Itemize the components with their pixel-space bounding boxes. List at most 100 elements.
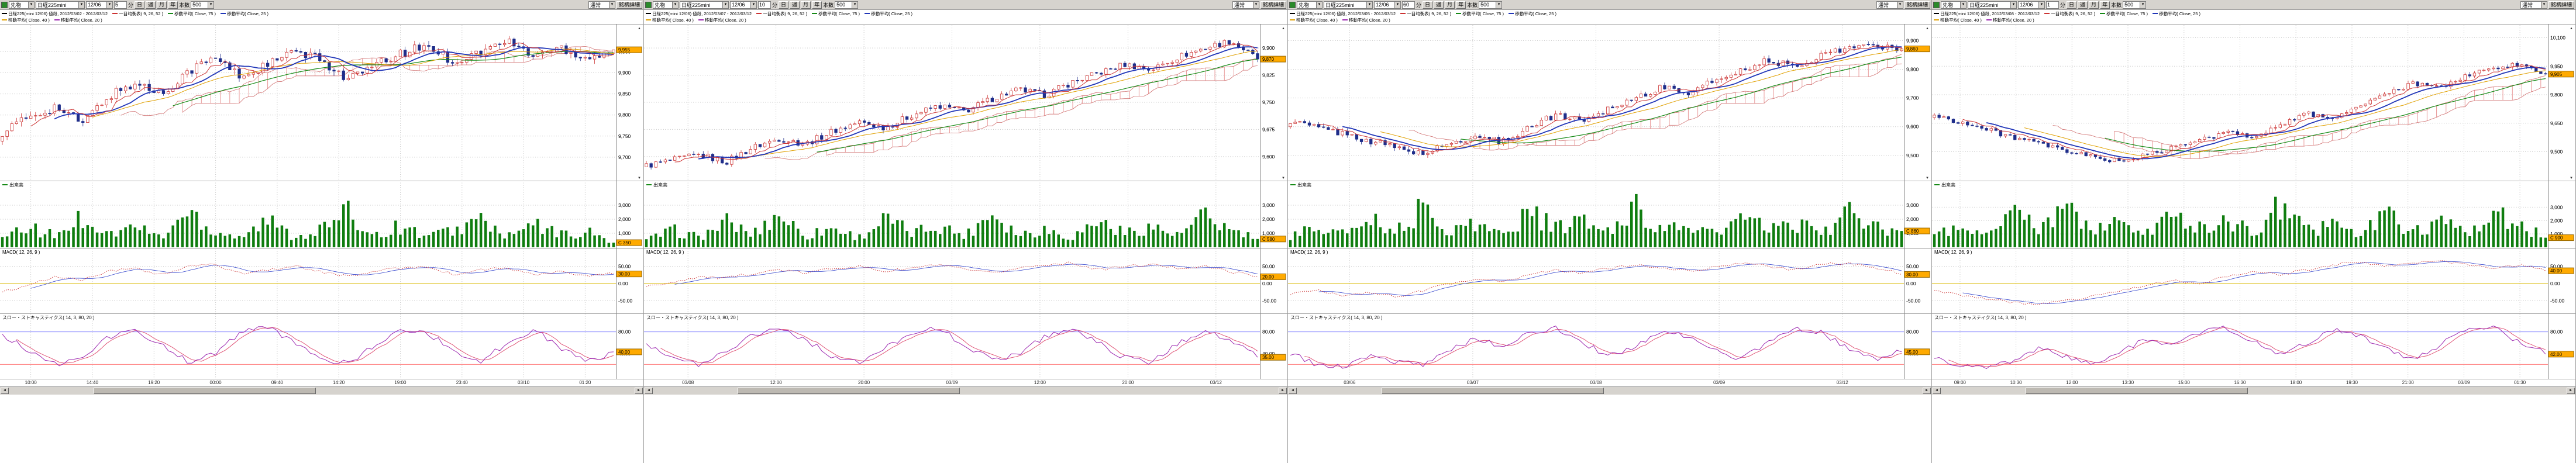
period-week-button[interactable]: 週 <box>146 1 156 9</box>
scroll-left-arrow-icon[interactable]: ◄ <box>1933 388 1941 394</box>
scroll-right-arrow-icon[interactable]: ► <box>635 388 643 394</box>
h-scrollbar[interactable]: ◄ ► <box>1288 386 1931 395</box>
period-day-button[interactable]: 日 <box>2067 1 2077 9</box>
ma25-marker-icon <box>2153 13 2158 15</box>
period-year-button[interactable]: 年 <box>168 1 178 9</box>
instrument-color-icon <box>1933 1 1940 8</box>
mode-select[interactable]: 通常 ▼ <box>1876 1 1903 9</box>
ma75-marker-icon <box>1456 13 1462 15</box>
volume-svg[interactable]: 3,000 2,000 1,000 C 350 <box>0 181 643 248</box>
period-month-button[interactable]: 月 <box>801 1 811 9</box>
time-label: 10:00 <box>25 380 37 385</box>
scrollbar-thumb[interactable] <box>1382 388 1604 394</box>
contract-month-select[interactable]: 12/06 ▼ <box>730 1 757 9</box>
interval-input[interactable] <box>1402 1 1415 9</box>
period-week-button[interactable]: 週 <box>2078 1 2088 9</box>
market-select[interactable]: 先物 ▼ <box>1941 1 1967 9</box>
macd-svg[interactable]: 50.00 0.00 -50.00 30.00 <box>0 248 643 313</box>
time-label: 13:30 <box>2122 380 2134 385</box>
price-chart-svg[interactable]: 9,900 9,800 9,700 9,600 9,500 9,860 ▲ ▼ <box>1288 24 1931 181</box>
instrument-select[interactable]: 日経225mini ▼ <box>36 1 85 9</box>
scroll-left-arrow-icon[interactable]: ◄ <box>645 388 653 394</box>
period-day-button[interactable]: 日 <box>779 1 789 9</box>
instrument-color-icon <box>1 1 8 8</box>
mode-select[interactable]: 通常 ▼ <box>588 1 615 9</box>
price-chart-svg[interactable]: 10,100 9,950 9,800 9,650 9,500 9,905 ▲ ▼ <box>1932 24 2575 181</box>
scrollbar-thumb[interactable] <box>738 388 960 394</box>
contract-month-select[interactable]: 12/06 ▼ <box>86 1 113 9</box>
time-label: 09:40 <box>271 380 283 385</box>
price-series-marker-icon <box>646 13 651 15</box>
axis-up-arrow-icon[interactable]: ▲ <box>638 27 641 30</box>
period-month-button[interactable]: 月 <box>2089 1 2099 9</box>
volume-marker-icon <box>2 184 8 185</box>
period-month-button[interactable]: 月 <box>157 1 167 9</box>
axis-down-arrow-icon[interactable]: ▼ <box>1282 177 1285 180</box>
h-scrollbar[interactable]: ◄ ► <box>644 386 1287 395</box>
scrollbar-thumb[interactable] <box>94 388 316 394</box>
h-scrollbar[interactable]: ◄ ► <box>0 386 643 395</box>
h-scrollbar[interactable]: ◄ ► <box>1932 386 2575 395</box>
axis-down-arrow-icon[interactable]: ▼ <box>638 177 641 180</box>
scroll-right-arrow-icon[interactable]: ► <box>1279 388 1287 394</box>
scroll-right-arrow-icon[interactable]: ► <box>1923 388 1931 394</box>
period-day-button[interactable]: 日 <box>135 1 145 9</box>
period-year-button[interactable]: 年 <box>1456 1 1466 9</box>
indicator-label: 移動平均( Close, 20 ) <box>704 18 746 23</box>
scroll-left-arrow-icon[interactable]: ◄ <box>1289 388 1297 394</box>
bars-count-select[interactable]: 500 ▼ <box>835 1 859 9</box>
period-year-button[interactable]: 年 <box>812 1 822 9</box>
mode-select[interactable]: 通常 ▼ <box>2520 1 2547 9</box>
svg-text:2,000: 2,000 <box>1262 216 1275 222</box>
bars-count-select[interactable]: 500 ▼ <box>1479 1 1503 9</box>
interval-input[interactable] <box>758 1 771 9</box>
axis-up-arrow-icon[interactable]: ▲ <box>1282 27 1285 30</box>
market-select[interactable]: 先物 ▼ <box>1297 1 1323 9</box>
scroll-right-arrow-icon[interactable]: ► <box>2567 388 2575 394</box>
period-week-button[interactable]: 週 <box>1434 1 1444 9</box>
axis-down-arrow-icon[interactable]: ▼ <box>2570 177 2573 180</box>
instrument-select[interactable]: 日経225mini ▼ <box>1968 1 2017 9</box>
scrollbar-thumb[interactable] <box>2026 388 2248 394</box>
market-select[interactable]: 先物 ▼ <box>9 1 35 9</box>
macd-svg[interactable]: 50.00 0.00 -50.00 40.00 <box>1932 248 2575 313</box>
period-year-button[interactable]: 年 <box>2100 1 2110 9</box>
detail-button[interactable]: 銘柄詳細 <box>1904 1 1930 9</box>
period-week-button[interactable]: 週 <box>790 1 800 9</box>
bars-count-select[interactable]: 500 ▼ <box>191 1 215 9</box>
instrument-select[interactable]: 日経225mini ▼ <box>1324 1 1373 9</box>
macd-svg[interactable]: 50.00 0.00 -50.00 30.00 <box>1288 248 1931 313</box>
svg-text:-50.00: -50.00 <box>1906 298 1920 303</box>
bars-count-select[interactable]: 500 ▼ <box>2123 1 2147 9</box>
axis-up-arrow-icon[interactable]: ▲ <box>2570 27 2573 30</box>
market-select[interactable]: 先物 ▼ <box>653 1 679 9</box>
period-day-button[interactable]: 日 <box>1423 1 1433 9</box>
mode-select[interactable]: 通常 ▼ <box>1232 1 1259 9</box>
detail-button[interactable]: 銘柄詳細 <box>1260 1 1286 9</box>
axis-down-arrow-icon[interactable]: ▼ <box>1926 177 1929 180</box>
contract-month-select[interactable]: 12/06 ▼ <box>1374 1 1401 9</box>
period-month-button[interactable]: 月 <box>1445 1 1455 9</box>
svg-text:50.00: 50.00 <box>2550 264 2563 269</box>
volume-label: 出来高 <box>646 182 667 188</box>
macd-svg[interactable]: 50.00 0.00 -50.00 20.00 <box>644 248 1287 313</box>
interval-input[interactable] <box>114 1 127 9</box>
instrument-select[interactable]: 日経225mini ▼ <box>680 1 729 9</box>
interval-input[interactable] <box>2046 1 2059 9</box>
contract-month-select[interactable]: 12/06 ▼ <box>2018 1 2045 9</box>
scroll-left-arrow-icon[interactable]: ◄ <box>1 388 9 394</box>
price-chart-svg[interactable]: 9,900 9,825 9,750 9,675 9,600 9,870 ▲ ▼ <box>644 24 1287 181</box>
detail-button[interactable]: 銘柄詳細 <box>616 1 642 9</box>
ma20-marker-icon <box>1342 19 1348 21</box>
dropdown-arrow-icon: ▼ <box>1252 1 1259 8</box>
detail-button[interactable]: 銘柄詳細 <box>2548 1 2574 9</box>
axis-up-arrow-icon[interactable]: ▲ <box>1926 27 1929 30</box>
